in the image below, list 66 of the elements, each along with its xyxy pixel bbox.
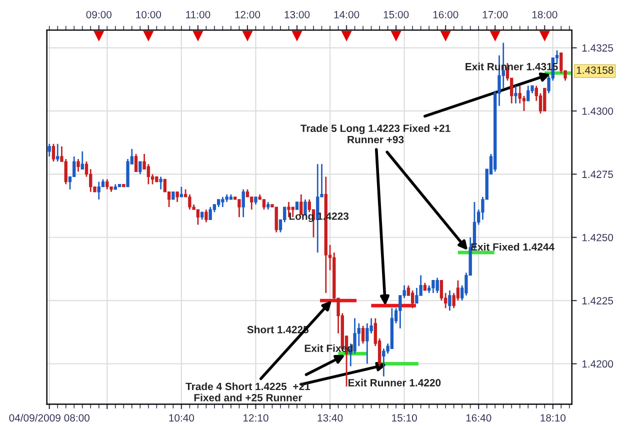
candlestick	[138, 160, 142, 175]
x2-tick-label: 10:00	[136, 10, 162, 18]
candlestick	[159, 176, 162, 190]
candlestick	[262, 198, 266, 210]
annotation: Trade 4 Short 1.4225 +21 Fixed and +25 Runner	[186, 382, 310, 402]
x2-tick-label: 15:00	[384, 10, 409, 18]
candlestick	[146, 163, 150, 185]
x-tick-label: 15:10	[392, 414, 417, 422]
candlestick	[518, 85, 522, 104]
y-tick-label: 1.4300	[582, 107, 614, 115]
candlestick	[80, 150, 84, 170]
candlestick	[64, 158, 68, 185]
x-tick-label: 12:10	[243, 414, 268, 422]
y-tick-label: 1.4250	[582, 234, 614, 242]
candlestick	[382, 348, 386, 378]
candlestick	[366, 322, 369, 364]
candlestick	[204, 208, 208, 223]
candlestick	[56, 143, 60, 162]
candlestick	[52, 143, 56, 162]
candlestick	[526, 85, 530, 102]
candlestick	[436, 277, 439, 294]
x2-tick-label: 17:00	[482, 10, 508, 18]
x-tick-label: 16:40	[466, 414, 492, 422]
x2-tick-label: 11:00	[186, 10, 210, 18]
candlestick	[415, 287, 418, 304]
x-tick-label: 13:40	[318, 414, 343, 422]
annotation: 1.43158	[576, 66, 614, 74]
candlestick	[48, 143, 51, 158]
annotation: Exit Runner 1.4220	[348, 378, 441, 386]
candlestick	[522, 95, 526, 112]
candlestick	[97, 181, 100, 200]
x2-tick-label: 12:00	[235, 10, 260, 18]
candlestick	[432, 280, 435, 294]
candlestick	[188, 194, 192, 210]
candlestick	[287, 201, 290, 218]
y-tick-label: 1.4225	[582, 297, 614, 304]
candlestick	[440, 280, 444, 302]
candlestick	[274, 206, 278, 234]
candlestick	[106, 178, 109, 190]
candlestick	[208, 206, 212, 220]
y-tick-label: 1.4200	[582, 360, 614, 368]
x2-tick-label: 18:00	[532, 10, 558, 18]
candlestick	[76, 158, 80, 172]
y-tick-label: 1.4275	[582, 170, 614, 178]
candlestick	[196, 208, 200, 226]
candlestick	[180, 186, 184, 198]
candlestick	[238, 198, 241, 218]
candlestick	[448, 290, 452, 312]
x2-tick-label: 09:00	[86, 10, 112, 18]
candlestick	[242, 188, 245, 218]
candlestick	[543, 88, 546, 112]
x2-tick-label: 14:00	[334, 10, 360, 18]
candlestick	[176, 191, 179, 203]
candlestick	[514, 85, 518, 104]
x-tick-label: 10:40	[169, 414, 194, 422]
candlestick	[221, 196, 224, 208]
y-tick-label: 1.4325	[582, 44, 614, 52]
x-tick-label: 18:10	[540, 414, 566, 422]
x2-tick-label: 13:00	[284, 10, 310, 18]
x2-tick-label: 16:00	[433, 10, 458, 18]
candlestick	[410, 290, 414, 309]
candlestick	[316, 163, 320, 254]
annotation: Trade 5 Long 1.4223 Fixed +21 Runner +93	[300, 124, 450, 144]
x-tick-label: 04/09/2009 08:00	[9, 414, 90, 422]
candlestick	[361, 325, 365, 344]
candlestick	[134, 153, 138, 172]
